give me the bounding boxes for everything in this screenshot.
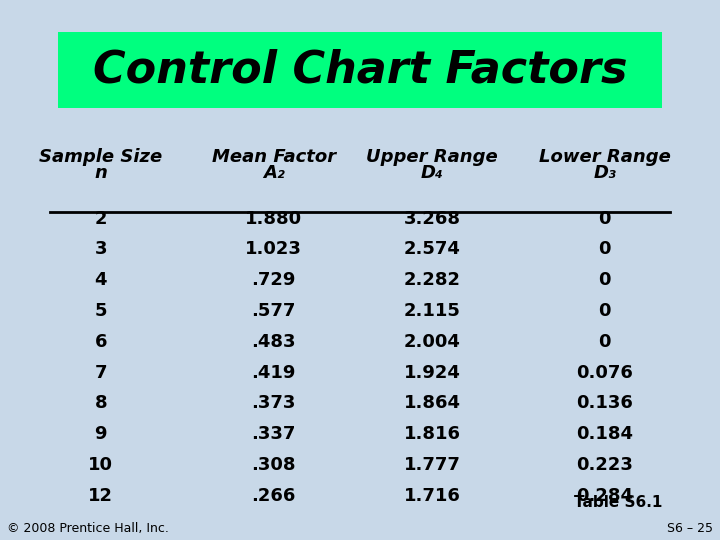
Text: D₄: D₄: [420, 164, 444, 182]
Text: Lower Range: Lower Range: [539, 147, 671, 166]
Text: 1.816: 1.816: [403, 425, 461, 443]
Text: 3: 3: [94, 240, 107, 259]
Text: 1.864: 1.864: [403, 394, 461, 413]
Text: 0: 0: [598, 302, 611, 320]
Text: 0.136: 0.136: [577, 394, 633, 413]
Text: 6: 6: [94, 333, 107, 351]
Text: 0: 0: [598, 271, 611, 289]
Text: 2.574: 2.574: [404, 240, 460, 259]
Text: D₃: D₃: [593, 164, 616, 182]
Text: 7: 7: [94, 363, 107, 382]
Text: 0.076: 0.076: [577, 363, 633, 382]
Text: 2.115: 2.115: [404, 302, 460, 320]
Text: 3.268: 3.268: [403, 210, 461, 228]
Text: n: n: [94, 164, 107, 182]
Text: S6 – 25: S6 – 25: [667, 522, 713, 535]
Text: 0: 0: [598, 333, 611, 351]
Text: 2.282: 2.282: [403, 271, 461, 289]
Text: .266: .266: [251, 487, 296, 505]
Text: .373: .373: [251, 394, 296, 413]
Text: 0.184: 0.184: [576, 425, 634, 443]
Text: .419: .419: [251, 363, 296, 382]
Text: 8: 8: [94, 394, 107, 413]
Text: 9: 9: [94, 425, 107, 443]
Text: 1.716: 1.716: [404, 487, 460, 505]
FancyBboxPatch shape: [58, 32, 662, 108]
Text: Table S6.1: Table S6.1: [574, 495, 662, 510]
Text: 2: 2: [94, 210, 107, 228]
Text: 1.023: 1.023: [246, 240, 302, 259]
Text: .729: .729: [251, 271, 296, 289]
Text: A₂: A₂: [263, 164, 284, 182]
Text: Sample Size: Sample Size: [39, 147, 163, 166]
Text: 0.284: 0.284: [576, 487, 634, 505]
Text: 0: 0: [598, 210, 611, 228]
Text: 0.223: 0.223: [577, 456, 633, 474]
Text: Mean Factor: Mean Factor: [212, 147, 336, 166]
Text: 1.880: 1.880: [245, 210, 302, 228]
Text: Control Chart Factors: Control Chart Factors: [93, 49, 627, 92]
Text: .483: .483: [251, 333, 296, 351]
Text: 1.924: 1.924: [404, 363, 460, 382]
Text: 10: 10: [89, 456, 113, 474]
Text: Upper Range: Upper Range: [366, 147, 498, 166]
Text: 0: 0: [598, 240, 611, 259]
Text: .337: .337: [251, 425, 296, 443]
Text: 2.004: 2.004: [404, 333, 460, 351]
Text: .577: .577: [251, 302, 296, 320]
Text: © 2008 Prentice Hall, Inc.: © 2008 Prentice Hall, Inc.: [7, 522, 169, 535]
Text: .308: .308: [251, 456, 296, 474]
Text: 4: 4: [94, 271, 107, 289]
Text: 5: 5: [94, 302, 107, 320]
Text: 1.777: 1.777: [404, 456, 460, 474]
Text: 12: 12: [89, 487, 113, 505]
